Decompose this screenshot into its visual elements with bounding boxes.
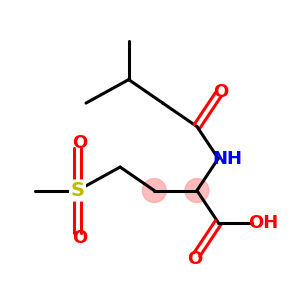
Text: O: O: [72, 134, 87, 152]
Text: O: O: [187, 250, 202, 268]
Text: NH: NH: [213, 149, 243, 167]
Circle shape: [142, 178, 166, 203]
Circle shape: [185, 178, 209, 203]
Text: O: O: [213, 82, 228, 100]
Text: O: O: [72, 229, 87, 247]
Text: S: S: [70, 181, 85, 200]
Text: OH: OH: [248, 214, 278, 232]
